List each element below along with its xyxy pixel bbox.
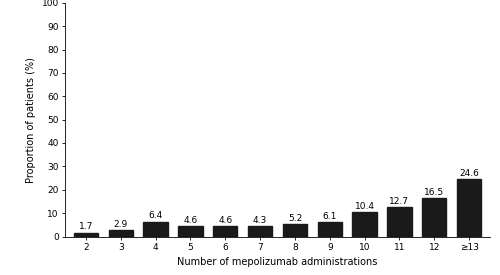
Text: 4.6: 4.6 <box>184 216 198 225</box>
Text: 12.7: 12.7 <box>390 197 409 206</box>
Bar <box>282 224 307 236</box>
Bar <box>318 222 342 236</box>
Text: 1.7: 1.7 <box>78 222 93 231</box>
Y-axis label: Proportion of patients (%): Proportion of patients (%) <box>26 57 36 183</box>
Bar <box>352 212 377 236</box>
Text: 24.6: 24.6 <box>459 169 479 178</box>
Bar <box>144 222 168 236</box>
Bar <box>457 179 481 236</box>
Text: 6.1: 6.1 <box>322 212 337 221</box>
X-axis label: Number of mepolizumab administrations: Number of mepolizumab administrations <box>178 257 378 267</box>
Text: 10.4: 10.4 <box>354 202 374 211</box>
Text: 2.9: 2.9 <box>114 219 128 229</box>
Text: 6.4: 6.4 <box>148 211 162 220</box>
Bar <box>248 226 272 236</box>
Bar <box>178 226 203 236</box>
Bar <box>387 207 411 236</box>
Text: 4.6: 4.6 <box>218 216 232 225</box>
Text: 4.3: 4.3 <box>253 216 267 225</box>
Text: 5.2: 5.2 <box>288 214 302 223</box>
Bar <box>213 226 238 236</box>
Bar <box>74 233 98 236</box>
Bar <box>422 198 446 236</box>
Bar <box>108 230 133 236</box>
Text: 16.5: 16.5 <box>424 188 444 197</box>
